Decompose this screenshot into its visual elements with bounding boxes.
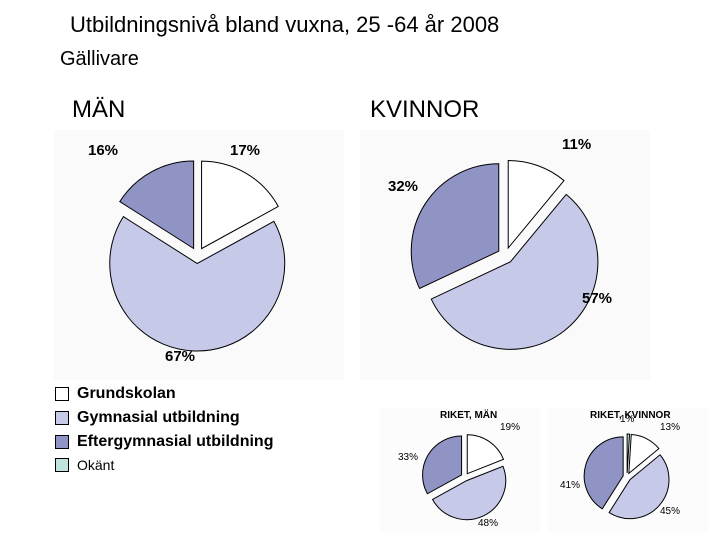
column-header-kvinnor: KVINNOR <box>370 96 479 124</box>
legend-label-gymnasial: Gymnasial utbildning <box>77 409 240 427</box>
legend-swatch-eftergymnasial <box>55 435 69 449</box>
page-subtitle: Gällivare <box>60 48 139 71</box>
legend-swatch-okant <box>55 458 69 472</box>
legend-row-okant: Okänt <box>55 457 273 473</box>
pie-chart-man <box>100 158 295 358</box>
slice-label-riket-man-eftergymnasial: 33% <box>398 452 418 463</box>
slice-label-kvinnor-eftergymnasial: 32% <box>388 178 418 195</box>
slice-label-man-grundskolan: 17% <box>230 142 260 159</box>
slice-label-kvinnor-gymnasial: 57% <box>582 290 612 307</box>
legend-swatch-gymnasial <box>55 411 69 425</box>
legend: Grundskolan Gymnasial utbildning Eftergy… <box>55 385 273 479</box>
slice-label-riket-man-gymnasial: 48% <box>478 518 498 529</box>
legend-label-eftergymnasial: Eftergymnasial utbildning <box>77 433 273 451</box>
slice-label-riket-man-grundskolan: 19% <box>500 422 520 433</box>
legend-swatch-grundskolan <box>55 387 69 401</box>
legend-row-gymnasial: Gymnasial utbildning <box>55 409 273 427</box>
slice-label-man-gymnasial: 67% <box>165 348 195 365</box>
slice-label-kvinnor-grundskolan: 11% <box>562 136 591 153</box>
pie-chart-riket-kvinnor <box>582 432 672 527</box>
column-header-man: MÄN <box>72 96 125 124</box>
legend-label-okant: Okänt <box>77 457 114 473</box>
slice-label-riket-kvinnor-grundskolan: 13% <box>660 422 680 433</box>
mini-title-riket-man: RIKET, MÄN <box>440 410 497 421</box>
slice-label-man-eftergymnasial: 16% <box>88 142 118 159</box>
slice-label-riket-kvinnor-okant: 1% <box>620 414 634 425</box>
pie-chart-kvinnor <box>408 158 603 358</box>
slice-label-riket-kvinnor-gymnasial: 45% <box>660 506 680 517</box>
page-title: Utbildningsnivå bland vuxna, 25 -64 år 2… <box>70 12 499 38</box>
pie-chart-riket-man <box>420 432 510 527</box>
legend-row-eftergymnasial: Eftergymnasial utbildning <box>55 433 273 451</box>
legend-row-grundskolan: Grundskolan <box>55 385 273 403</box>
slice-label-riket-kvinnor-eftergymnasial: 41% <box>560 480 580 491</box>
legend-label-grundskolan: Grundskolan <box>77 385 176 403</box>
